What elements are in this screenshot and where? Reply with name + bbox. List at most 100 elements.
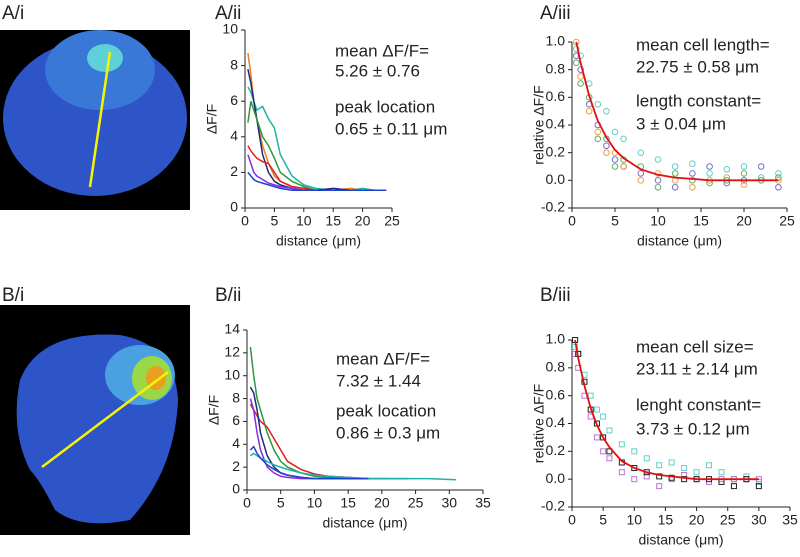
x-tick-label: 10 [626,512,642,528]
annotation: 0.65 ± 0.11 μm [335,119,447,138]
y-tick-label: 0.2 [546,143,566,159]
y-tick-label: 0.8 [546,359,566,375]
x-tick-label: 25 [408,495,424,511]
data-point [654,156,662,163]
panel-title: A/iii [540,3,571,24]
data-point [637,149,645,156]
plot-area [247,52,387,191]
x-tick-label: 0 [568,512,576,528]
x-tick-label: 20 [374,495,390,511]
x-tick-label: 15 [325,213,341,229]
y-tick-label: 1.0 [546,33,566,49]
y-tick-label: 4 [232,435,240,451]
y-tick-label: 0.2 [546,442,566,458]
series-line [575,41,779,182]
y-tick-label: 2 [230,163,238,179]
data-point [631,448,638,455]
annotation: mean ΔF/F= [336,349,430,368]
data-point [681,465,688,472]
plot-area [572,337,762,490]
data-point [656,462,663,469]
y-tick-label: -0.2 [541,199,565,215]
data-point [620,163,627,170]
y-axis-label: relative ΔF/F [531,384,547,463]
y-tick-label: 6 [232,412,240,428]
data-point [587,392,594,399]
data-point [723,165,731,173]
data-point [656,483,663,490]
annotation: 23.11 ± 2.14 μm [636,359,758,378]
data-point [706,163,713,170]
panel-title: B/iii [540,285,571,306]
data-point [611,128,619,136]
x-tick-label: 0 [241,213,249,229]
panel-label: A/i [2,3,24,24]
data-point [668,459,675,466]
y-tick-label: 0.4 [546,116,566,132]
x-axis-label: distance (μm) [276,233,361,249]
x-tick-label: 10 [650,213,666,229]
y-tick-label: 4 [230,128,238,144]
data-point [593,406,600,413]
y-tick-label: 10 [224,366,240,382]
annotation: peak location [336,401,436,420]
data-point [618,441,625,448]
data-point [585,107,593,115]
data-point [654,183,662,191]
data-point [600,413,607,420]
data-point [603,149,610,156]
data-point [577,66,584,73]
annotation: mean cell size= [636,337,754,356]
data-point [730,483,737,490]
data-point [654,177,662,184]
x-tick-label: 5 [599,512,607,528]
data-point [577,80,584,87]
x-axis-label: distance (μm) [638,532,723,548]
y-tick-label: 14 [224,321,240,337]
y-tick-label: 1.0 [546,331,566,347]
annotation: mean cell length= [636,35,770,54]
data-point [740,170,748,177]
y-tick-label: 2 [232,458,240,474]
data-point [668,474,675,481]
data-point [593,434,600,441]
data-point [606,455,613,462]
x-tick-label: 0 [568,213,576,229]
annotation: 5.26 ± 0.76 [335,61,420,80]
data-point [606,448,613,455]
data-point [611,156,619,163]
x-axis-label: distance (μm) [637,233,722,249]
y-tick-label: 6 [230,92,238,108]
data-point [740,163,748,170]
panel-title: A/ii [215,3,241,24]
y-tick-label: 8 [230,56,238,72]
data-point [671,183,679,191]
x-tick-label: 30 [441,495,457,511]
data-point [671,163,679,170]
x-tick-label: 20 [736,213,752,229]
y-tick-label: -0.2 [541,498,565,514]
annotation: mean ΔF/F= [335,41,429,60]
x-tick-label: 20 [355,213,371,229]
annotation: 0.86 ± 0.3 μm [336,423,440,442]
data-point [689,170,696,177]
annotation: 3 ± 0.04 μm [636,114,726,133]
annotation: 7.32 ± 1.44 [336,371,421,390]
data-point [600,448,607,455]
data-point [637,177,645,184]
data-point [611,163,619,170]
y-tick-label: 0 [230,199,238,215]
data-point [577,73,584,80]
data-point [755,483,762,490]
x-tick-label: 25 [779,213,795,229]
annotation: length constant= [636,91,761,110]
data-point [573,59,580,67]
data-point [606,427,613,434]
panel-label: B/i [2,285,24,306]
series-line [574,339,759,481]
x-tick-label: 25 [720,512,736,528]
data-point [671,170,679,177]
x-tick-label: 5 [277,495,285,511]
data-point [681,476,688,483]
